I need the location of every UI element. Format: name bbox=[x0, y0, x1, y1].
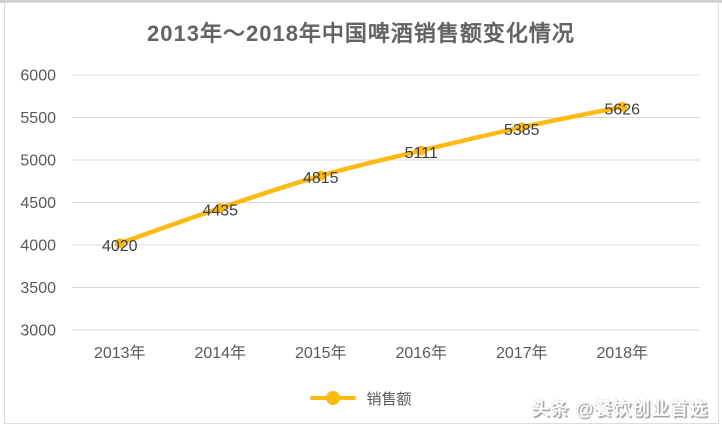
data-point-label: 4435 bbox=[202, 203, 238, 220]
data-point-label: 4020 bbox=[102, 238, 138, 255]
legend-dot-swatch bbox=[326, 391, 341, 405]
x-axis-tick-label: 2016年 bbox=[395, 344, 447, 362]
data-point-marker bbox=[315, 170, 326, 181]
chart-title: 2013年～2018年中国啤酒销售额变化情况 bbox=[147, 21, 575, 46]
legend: 销售额 bbox=[0, 388, 722, 408]
watermark-text: 头条 @餐饮创业首选 bbox=[531, 399, 708, 419]
y-axis-tick-label: 6000 bbox=[20, 68, 56, 85]
legend-line-marker-icon bbox=[310, 391, 357, 405]
x-axis-tick-label: 2014年 bbox=[194, 344, 246, 362]
data-point-marker bbox=[114, 238, 125, 249]
data-point-label: 4815 bbox=[303, 170, 339, 187]
y-axis-tick-label: 5500 bbox=[20, 110, 56, 127]
data-point-label: 5111 bbox=[405, 145, 438, 162]
x-axis-tick-label: 2018年 bbox=[596, 344, 648, 362]
series-line bbox=[117, 104, 625, 246]
legend-series-label: 销售额 bbox=[366, 390, 412, 408]
x-axis-tick-label: 2013年 bbox=[94, 344, 146, 362]
y-axis-tick-label: 5000 bbox=[20, 153, 56, 170]
data-point-label: 5626 bbox=[604, 101, 640, 118]
data-point-marker bbox=[215, 203, 226, 214]
data-point-marker bbox=[617, 101, 628, 112]
data-point-label: 5385 bbox=[504, 122, 540, 139]
x-axis-tick-label: 2015年 bbox=[295, 344, 347, 362]
y-axis-tick-label: 3500 bbox=[20, 280, 56, 297]
top-edge-strip bbox=[0, 0, 722, 3]
data-point-marker bbox=[516, 122, 527, 133]
y-axis-tick-label: 4500 bbox=[20, 195, 56, 212]
y-axis-tick-label: 4000 bbox=[20, 238, 56, 255]
y-axis-tick-label: 3000 bbox=[20, 323, 56, 340]
x-axis-tick-label: 2017年 bbox=[496, 344, 548, 362]
data-point-marker bbox=[416, 145, 427, 156]
